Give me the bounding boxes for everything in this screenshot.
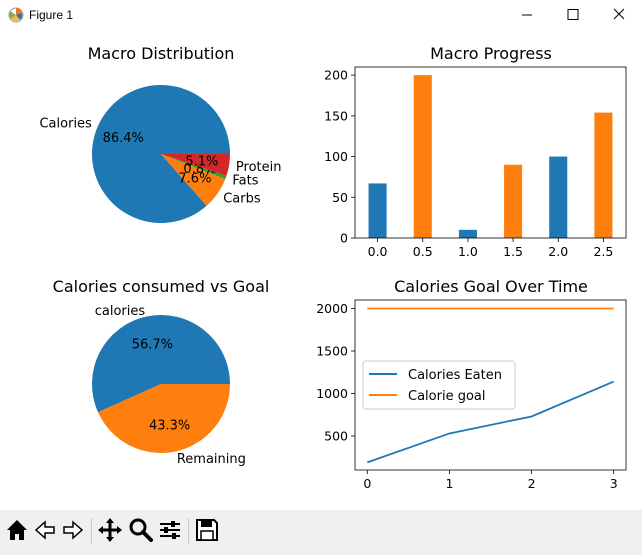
pie-percent-remaining: 43.3%	[149, 418, 190, 433]
pie-slice-calories	[92, 315, 230, 413]
pie-label-protein: Protein	[236, 160, 282, 175]
x-tick-label: 0.0	[368, 244, 388, 259]
minimize-icon[interactable]	[504, 0, 550, 30]
navigation-toolbar	[0, 510, 642, 555]
pie-slice-calories	[92, 85, 231, 224]
pie-label-carbs: Carbs	[223, 191, 261, 206]
forward-icon[interactable]	[59, 516, 87, 544]
pie-label-calories: Calories	[39, 117, 92, 132]
pan-icon[interactable]	[96, 516, 124, 544]
configure-subplots-icon[interactable]	[156, 516, 184, 544]
zoom-icon[interactable]	[127, 516, 155, 544]
macro-progress-chart: Macro Progress 0.0 0.5 1.0 1.5 2.0 2.5 0 50 100 1…	[324, 44, 627, 259]
x-tick-label: 0.5	[413, 244, 433, 259]
bar-0	[368, 183, 387, 238]
home-icon[interactable]	[3, 516, 31, 544]
series-line-calories-eaten	[367, 380, 615, 464]
x-tick-label: 2	[528, 476, 536, 491]
pie-percent-calories: 56.7%	[132, 338, 173, 353]
bar-2	[458, 229, 477, 238]
macro-progress-axes-frame	[354, 66, 627, 239]
bar-4	[549, 156, 568, 238]
y-tick-label: 2000	[316, 301, 348, 316]
macro-distribution-chart: Macro Distribution Calories 86.4% Carbs 7.6…	[39, 44, 282, 224]
calories-goal-title: Calories Goal Over Time	[394, 277, 588, 296]
y-tick-label: 1500	[316, 344, 348, 359]
pie-percent-carbs: 7.6%	[178, 172, 211, 187]
x-tick-label: 1.5	[503, 244, 523, 259]
x-tick-label: 3	[610, 476, 618, 491]
pie-slice-carbs	[161, 154, 226, 206]
bar-5	[594, 112, 613, 238]
pie-label-remaining: Remaining	[177, 452, 246, 467]
legend-label-calorie-goal: Calorie goal	[408, 389, 485, 404]
y-tick-label: 200	[324, 68, 348, 83]
figure-svg: Macro Distribution Calories 86.4% Carbs 7.6…	[39, 44, 627, 491]
maximize-icon[interactable]	[550, 0, 596, 30]
macro-progress-title: Macro Progress	[430, 44, 552, 63]
title-bar: Figure 1	[0, 0, 642, 30]
x-tick-label: 1	[445, 476, 453, 491]
window-title: Figure 1	[29, 8, 74, 22]
pie-slice-protein	[161, 154, 230, 176]
pie-percent-protein: 5.1%	[185, 155, 218, 170]
figure-canvas[interactable]: Macro Distribution Calories 86.4% Carbs 7.6…	[0, 30, 642, 510]
y-tick-label: 0	[340, 231, 348, 246]
y-tick-label: 50	[332, 190, 348, 205]
pie-slice-remaining	[98, 384, 230, 454]
toolbar-separator	[188, 518, 189, 544]
toolbar-separator	[91, 518, 92, 544]
close-icon[interactable]	[596, 0, 642, 30]
x-tick-label: 2.5	[593, 244, 613, 259]
x-tick-label: 2.0	[548, 244, 568, 259]
bar-1	[413, 75, 432, 238]
y-tick-label: 150	[324, 108, 348, 123]
y-tick-label: 500	[324, 429, 348, 444]
macro-distribution-title: Macro Distribution	[88, 44, 235, 63]
pie-label-calories: calories	[95, 304, 146, 319]
pie-percent-calories: 86.4%	[103, 131, 144, 146]
calories-goal-chart: Calories Goal Over Time 0 1 2 3 500 1000 1500 2…	[316, 277, 627, 491]
legend-label-calories-eaten: Calories Eaten	[408, 368, 502, 383]
calories-goal-axes-frame	[354, 299, 627, 471]
save-icon[interactable]	[193, 516, 221, 544]
calories-consumed-chart: Calories consumed vs Goal calories 56.7% R…	[53, 277, 270, 467]
x-tick-label: 0	[363, 476, 371, 491]
y-tick-label: 100	[324, 149, 348, 164]
matplotlib-logo-icon	[8, 7, 24, 23]
pie-slice-fats	[161, 154, 227, 180]
calories-consumed-title: Calories consumed vs Goal	[53, 277, 270, 296]
y-tick-label: 1000	[316, 386, 348, 401]
x-tick-label: 1.0	[458, 244, 478, 259]
legend-box	[362, 360, 516, 410]
back-icon[interactable]	[31, 516, 59, 544]
pie-label-fats: Fats	[232, 174, 258, 189]
bar-3	[504, 164, 523, 238]
